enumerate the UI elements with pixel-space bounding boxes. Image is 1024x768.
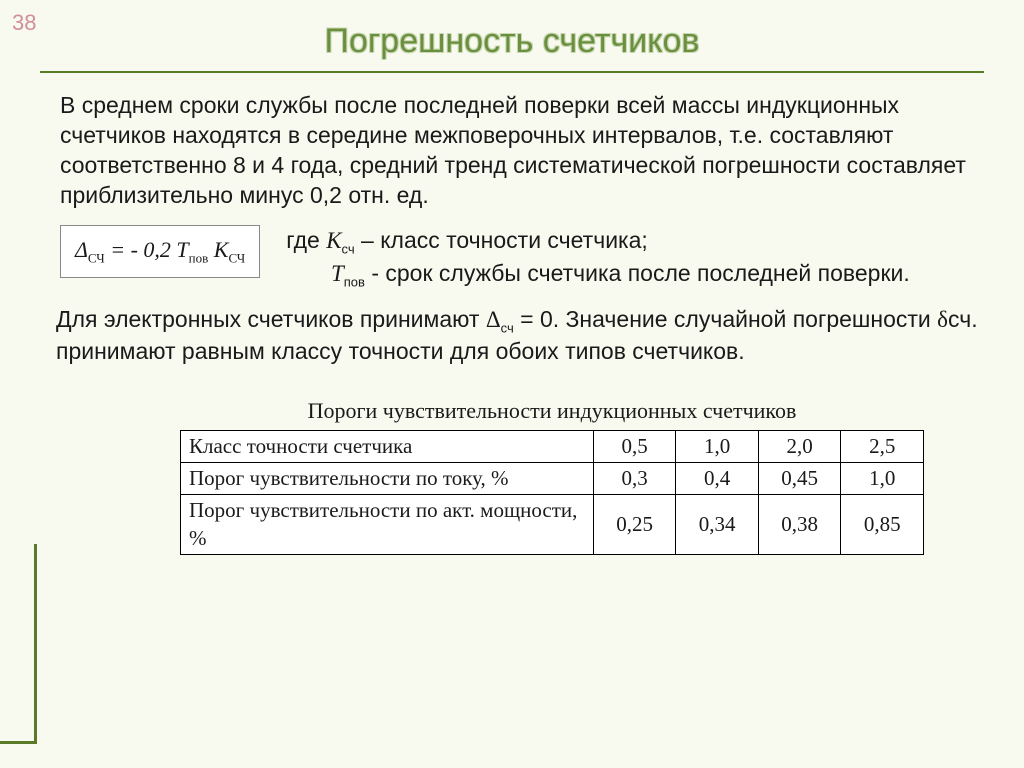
slide-title: Погрешность счетчиков — [0, 0, 1024, 71]
p2-delta1-sub: сч — [501, 320, 514, 335]
cell: 1,0 — [841, 463, 924, 495]
p2-a: Для электронных счетчиков принимают — [56, 306, 486, 332]
sensitivity-table: Класс точности счетчика 0,5 1,0 2,0 2,5 … — [180, 430, 924, 555]
table-title: Пороги чувствительности индукционных сче… — [180, 397, 924, 426]
title-divider — [40, 71, 984, 73]
where-T-desc: - срок службы счетчика после последней п… — [365, 260, 910, 286]
cell: 0,45 — [758, 463, 841, 495]
table-row: Порог чувствительности по току, % 0,3 0,… — [181, 463, 924, 495]
cell: 1,0 — [676, 430, 759, 462]
paragraph-electronic: Для электронных счетчиков принимают Δсч … — [56, 305, 984, 367]
cell: 0,25 — [593, 495, 676, 555]
cell: 2,5 — [841, 430, 924, 462]
row-label: Класс точности счетчика — [181, 430, 594, 462]
formula-row: ΔСЧ = - 0,2 Tпов KСЧ где Ксч – класс точ… — [60, 225, 984, 291]
formula-delta-sub: СЧ — [88, 250, 105, 265]
formula-eq: = - 0,2 — [105, 237, 177, 262]
row-label: Порог чувствительности по акт. мощности,… — [181, 495, 594, 555]
cell: 0,4 — [676, 463, 759, 495]
cell: 0,38 — [758, 495, 841, 555]
slide-number: 38 — [12, 10, 36, 36]
p2-delta1: Δ — [486, 307, 501, 332]
where-indent — [286, 260, 331, 286]
formula-K: K — [208, 237, 228, 262]
paragraph-intro: В среднем сроки службы после последней п… — [60, 91, 984, 211]
table-row: Порог чувствительности по акт. мощности,… — [181, 495, 924, 555]
formula-T-sub: пов — [189, 250, 209, 265]
p2-delta2: δ — [937, 307, 948, 332]
where-K-desc: – класс точности счетчика; — [355, 227, 648, 253]
cell: 0,5 — [593, 430, 676, 462]
content-area: В среднем сроки службы после последней п… — [60, 91, 984, 555]
table-row: Класс точности счетчика 0,5 1,0 2,0 2,5 — [181, 430, 924, 462]
formula-T: T — [176, 237, 188, 262]
accent-bar-horizontal — [0, 741, 36, 744]
where-K-sub: сч — [341, 241, 354, 256]
accent-bar-vertical — [34, 544, 37, 744]
table-wrap: Пороги чувствительности индукционных сче… — [180, 397, 924, 555]
p2-b: = 0. Значение случайной погрешности — [514, 306, 937, 332]
cell: 0,85 — [841, 495, 924, 555]
where-T-sub: пов — [344, 274, 365, 289]
formula-K-sub: СЧ — [228, 250, 245, 265]
where-K: К — [326, 228, 341, 253]
cell: 2,0 — [758, 430, 841, 462]
formula-box: ΔСЧ = - 0,2 Tпов KСЧ — [60, 225, 260, 278]
where-block: где Ксч – класс точности счетчика; Тпов … — [286, 225, 984, 291]
formula-delta: Δ — [75, 237, 88, 262]
row-label: Порог чувствительности по току, % — [181, 463, 594, 495]
where-T: Т — [331, 261, 344, 286]
cell: 0,34 — [676, 495, 759, 555]
where-prefix: где — [286, 227, 326, 253]
cell: 0,3 — [593, 463, 676, 495]
